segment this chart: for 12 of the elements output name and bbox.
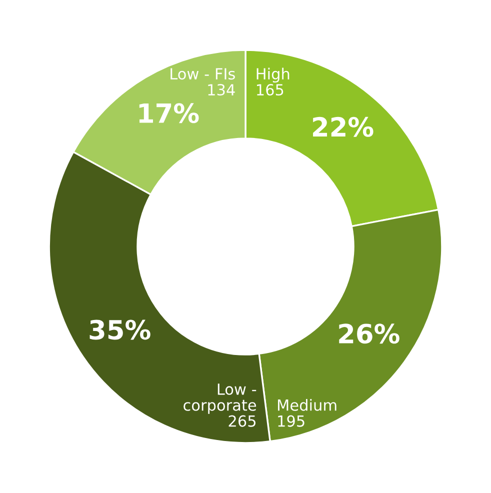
slice-label: Medium: [278, 399, 336, 411]
slice-label: High: [256, 68, 290, 83]
text: 265: [228, 415, 256, 427]
text: 134: [208, 84, 235, 96]
data-label: 35%: [90, 320, 150, 340]
data-label: 17%: [139, 103, 199, 124]
text: 165: [257, 84, 284, 96]
data-label: 22%: [313, 116, 374, 137]
slice-label: Low - corporate: [184, 384, 256, 414]
text: 195: [278, 415, 304, 427]
data-label: 26%: [339, 324, 400, 344]
slice-label: Low - FIs: [170, 68, 235, 80]
